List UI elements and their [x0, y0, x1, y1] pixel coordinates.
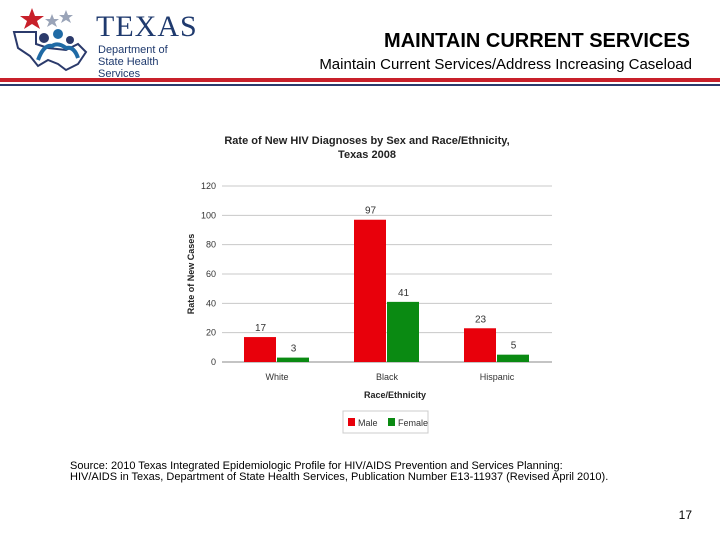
x-tick-label: Hispanic — [480, 372, 515, 382]
data-label: 41 — [398, 288, 410, 299]
bar-female-black — [387, 301, 419, 362]
bar-female-white — [277, 357, 309, 362]
y-tick-label: 60 — [206, 269, 216, 279]
data-label: 17 — [255, 323, 267, 334]
bar-male-white — [244, 337, 276, 362]
y-tick-label: 20 — [206, 328, 216, 338]
source-line-1: Source: 2010 Texas Integrated Epidemiolo… — [70, 460, 563, 472]
y-axis-label: Rate of New Cases — [186, 234, 196, 315]
logo-department-text: Department of State Health Services — [98, 44, 188, 80]
y-tick-label: 40 — [206, 298, 216, 308]
source-citation: Source: 2010 Texas Integrated Epidemiolo… — [70, 461, 690, 483]
source-line-2: HIV/AIDS in Texas, Department of State H… — [70, 471, 609, 483]
data-label: 3 — [291, 344, 297, 355]
logo-dept-line1: Department of — [98, 44, 168, 56]
page-number: 17 — [678, 508, 692, 522]
bar-female-hispanic — [497, 354, 529, 362]
x-tick-label: White — [265, 372, 288, 382]
x-tick-label: Black — [376, 372, 399, 382]
chart-title: Rate of New HIV Diagnoses by Sex and Rac… — [224, 135, 509, 147]
legend-label-male: Male — [358, 418, 378, 428]
bar-male-black — [354, 219, 386, 362]
x-axis-label: Race/Ethnicity — [364, 390, 426, 400]
legend-box — [342, 410, 429, 434]
legend-swatch-male — [348, 418, 355, 426]
y-tick-label: 80 — [206, 240, 216, 250]
data-label: 97 — [365, 206, 377, 217]
y-tick-label: 100 — [201, 210, 216, 220]
data-label: 23 — [475, 314, 487, 325]
logo-dept-line2: State Health Services — [98, 56, 159, 80]
legend-swatch-female — [388, 418, 395, 426]
y-tick-label: 0 — [211, 357, 216, 367]
bar-male-hispanic — [464, 328, 496, 362]
y-tick-label: 120 — [201, 181, 216, 191]
dshs-logo: TEXAS Department of State Health Service… — [8, 4, 197, 80]
data-label: 5 — [511, 341, 517, 352]
chart-subtitle: Texas 2008 — [338, 149, 396, 161]
slide-title: MAINTAIN CURRENT SERVICES — [384, 30, 690, 52]
header-rule-red — [0, 78, 720, 82]
legend-label-female: Female — [398, 418, 428, 428]
logo-state-text: TEXAS — [96, 10, 198, 43]
texas-star-logo-icon — [12, 8, 88, 72]
header-rule-navy — [0, 84, 720, 86]
slide-subtitle: Maintain Current Services/Address Increa… — [319, 56, 692, 73]
